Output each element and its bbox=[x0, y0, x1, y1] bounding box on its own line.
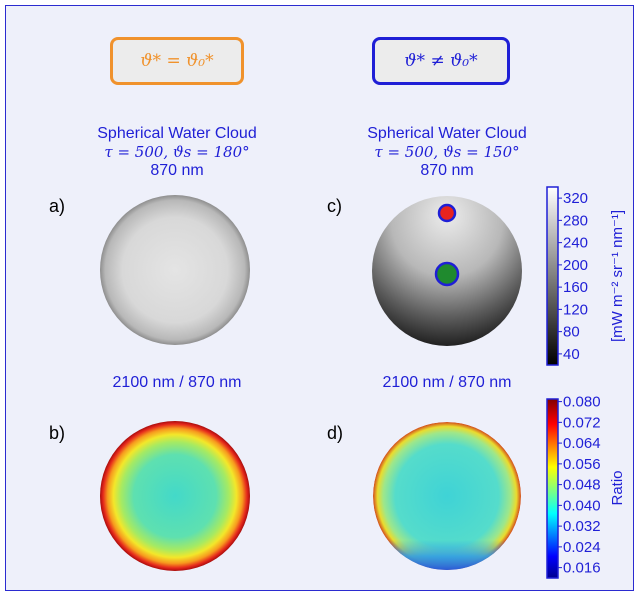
ratio-tick-label: 0.064 bbox=[563, 435, 601, 452]
left-title-theta: ϑs = 180° bbox=[172, 143, 250, 161]
right-title-line3: 870 nm bbox=[420, 162, 474, 179]
radiance-tick-label: 200 bbox=[563, 257, 588, 274]
unequal-angle-label: ϑ* ≠ ϑ₀* bbox=[404, 51, 478, 71]
radiance-colorbar-label: [mW m⁻² sr⁻¹ nm⁻¹] bbox=[609, 210, 626, 342]
right-column-title: Spherical Water Cloud τ = 500, ϑs = 150°… bbox=[332, 125, 562, 180]
ratio-tick-label: 0.056 bbox=[563, 456, 601, 473]
equal-angle-box: ϑ* = ϑ₀* bbox=[110, 37, 244, 85]
radiance-tick-label: 320 bbox=[563, 190, 588, 207]
panel-label-a: a) bbox=[49, 196, 66, 216]
ratio-disk-b bbox=[100, 421, 250, 571]
radiance-tick-label: 160 bbox=[563, 279, 588, 296]
ratio-tick-label: 0.048 bbox=[563, 477, 601, 494]
ratio-colorbar-ticks: 0.016 0.024 0.032 0.040 0.048 0.056 0.064 0.072… bbox=[558, 394, 601, 577]
ratio-tick-label: 0.040 bbox=[563, 497, 601, 514]
radiance-disk-a bbox=[100, 195, 250, 345]
ratio-colorbar-label: Ratio bbox=[609, 470, 626, 505]
left-title-line3: 870 nm bbox=[150, 162, 204, 179]
radiance-colorbar-ticks: 40 80 120 160 200 240 280 320 bbox=[558, 190, 588, 363]
ratio-tick-label: 0.072 bbox=[563, 414, 601, 431]
radiance-colorbar bbox=[546, 186, 559, 366]
right-title-tau: τ = 500, bbox=[374, 143, 443, 161]
ratio-tick-label: 0.032 bbox=[563, 518, 601, 535]
right-title-theta: ϑs = 150° bbox=[442, 143, 520, 161]
panel-label-d: d) bbox=[327, 423, 344, 443]
left-title-line2: τ = 500, ϑs = 180° bbox=[62, 143, 292, 162]
radiance-tick-label: 280 bbox=[563, 212, 588, 229]
left-ratio-title: 2100 nm / 870 nm bbox=[112, 374, 242, 391]
right-ratio-title: 2100 nm / 870 nm bbox=[382, 374, 512, 391]
right-title-line1: Spherical Water Cloud bbox=[367, 125, 527, 142]
radiance-tick-label: 240 bbox=[563, 235, 588, 252]
left-title-line1: Spherical Water Cloud bbox=[97, 125, 257, 142]
ratio-tick-label: 0.024 bbox=[563, 539, 601, 556]
unequal-angle-box: ϑ* ≠ ϑ₀* bbox=[372, 37, 510, 85]
ratio-tick-label: 0.016 bbox=[563, 560, 601, 577]
green-marker bbox=[434, 261, 460, 287]
radiance-tick-label: 120 bbox=[563, 301, 588, 318]
red-marker bbox=[437, 203, 457, 223]
ratio-colorbar bbox=[546, 398, 559, 579]
radiance-tick-label: 80 bbox=[563, 324, 580, 341]
ratio-tick-label: 0.080 bbox=[563, 394, 601, 411]
panel-label-c: c) bbox=[327, 196, 342, 216]
equal-angle-label: ϑ* = ϑ₀* bbox=[140, 51, 214, 71]
panel-label-b: b) bbox=[49, 423, 66, 443]
right-title-line2: τ = 500, ϑs = 150° bbox=[332, 143, 562, 162]
radiance-tick-label: 40 bbox=[563, 346, 580, 363]
left-column-title: Spherical Water Cloud τ = 500, ϑs = 180°… bbox=[62, 125, 292, 180]
ratio-disk-d bbox=[373, 422, 521, 570]
left-title-tau: τ = 500, bbox=[104, 143, 173, 161]
